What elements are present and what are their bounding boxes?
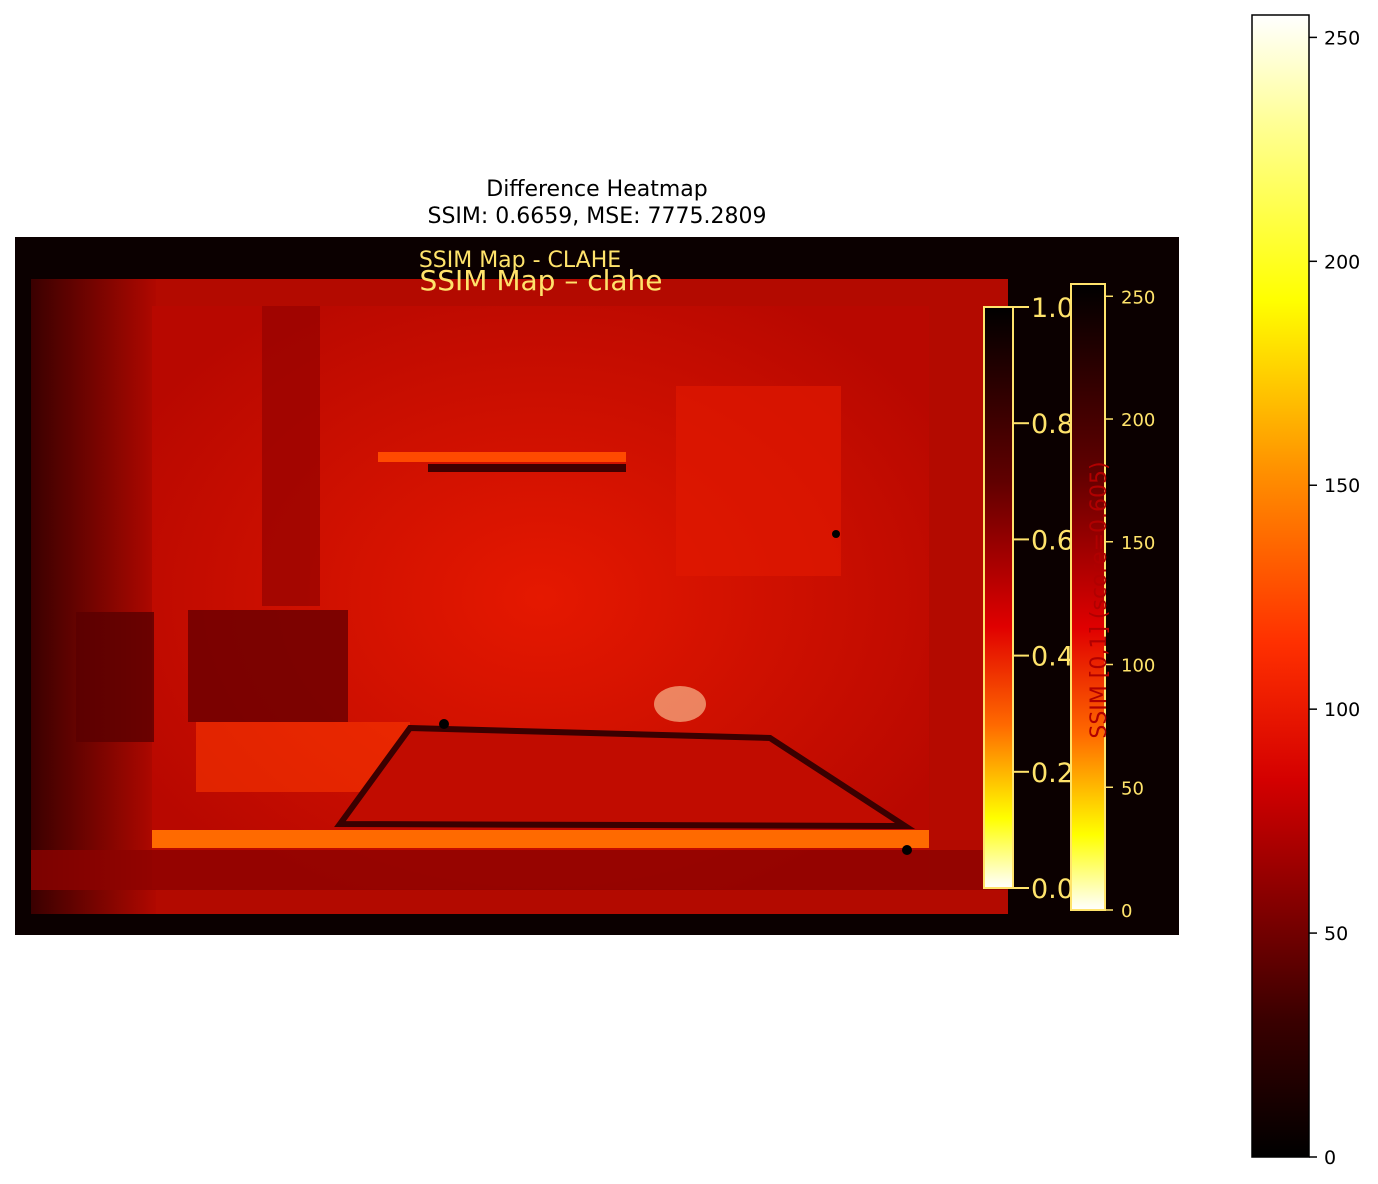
heatmap-laptop-screen	[188, 610, 348, 722]
heatmap-left-device	[76, 612, 154, 742]
inner-colorbar-255-tick-label: 150	[1121, 533, 1155, 554]
heatmap-dot	[902, 845, 912, 855]
heatmap-bottom-strip	[31, 850, 1008, 890]
heatmap-mug	[654, 686, 706, 722]
inner-colorbar-ssim-tick-label: 0.0	[1031, 874, 1074, 905]
heatmap-shelf-shadow	[428, 464, 626, 472]
inner-colorbar-255-tick-label: 250	[1121, 287, 1155, 308]
inner-colorbar-255: 0 50 100 150 200 250 SSIM [0,1] (score=0.605)	[1070, 283, 1155, 922]
inner-title-small: SSIM Map - CLAHE	[419, 248, 621, 273]
main-colorbar-tick-label: 150	[1324, 475, 1360, 497]
inner-colorbar-ssim-ticks: 0.0 0.2 0.4 0.6 0.8 1.0	[1013, 293, 1074, 905]
inner-title-large: SSIM Map – clahe	[419, 264, 662, 297]
inner-colorbar-ssim-bar	[983, 306, 1014, 889]
heatmap-left-band	[31, 279, 156, 914]
inner-colorbar-ssim-tick-label: 1.0	[1031, 293, 1074, 324]
inner-colorbar-255-tick-label: 0	[1121, 901, 1132, 922]
heatmap-desk-mat	[334, 724, 916, 830]
inner-colorbar-ssim-tick-label: 0.2	[1031, 758, 1074, 789]
inner-colorbar-255-tick-label: 100	[1121, 656, 1155, 677]
heatmap-dark-pillar	[262, 306, 320, 606]
inner-colorbar-ssim-tick-label: 0.8	[1031, 409, 1074, 440]
main-colorbar-bar	[1251, 14, 1310, 1158]
inner-colorbar-255-ticks: 0 50 100 150 200 250	[1105, 287, 1155, 922]
heatmap-dot	[439, 719, 449, 729]
chart-subtitle: SSIM: 0.6659, MSE: 7775.2809	[428, 204, 767, 229]
heatmap-right-box	[930, 690, 980, 840]
main-colorbar-tick-label: 200	[1324, 251, 1360, 273]
main-colorbar-tick-label: 250	[1324, 27, 1360, 49]
inner-colorbar-255-tick-label: 200	[1121, 410, 1155, 431]
heatmap-desk-edge	[152, 830, 929, 848]
heatmap-shelf	[378, 452, 626, 462]
main-colorbar-ticks: 0 50 100 150 200 250	[1309, 27, 1360, 1169]
inner-colorbar-ssim: 0.0 0.2 0.4 0.6 0.8 1.0	[983, 293, 1074, 905]
chart-title: Difference Heatmap	[486, 177, 707, 202]
main-colorbar-tick-label: 0	[1324, 1147, 1336, 1169]
inner-colorbar-255-tick-label: 50	[1121, 778, 1144, 799]
main-colorbar-tick-label: 100	[1324, 699, 1360, 721]
inner-colorbar-ssim-tick-label: 0.6	[1031, 525, 1074, 556]
inner-colorbar-ssim-tick-label: 0.4	[1031, 642, 1074, 673]
heatmap-dot	[832, 530, 840, 538]
inner-colorbar-255-label: SSIM [0,1] (score=0.605)	[1087, 461, 1112, 738]
inner-colorbar-255-bar	[1070, 283, 1106, 911]
main-colorbar-tick-label: 50	[1324, 923, 1348, 945]
heatmap-monitor	[676, 386, 841, 576]
main-colorbar: 0 50 100 150 200 250	[1251, 14, 1360, 1169]
